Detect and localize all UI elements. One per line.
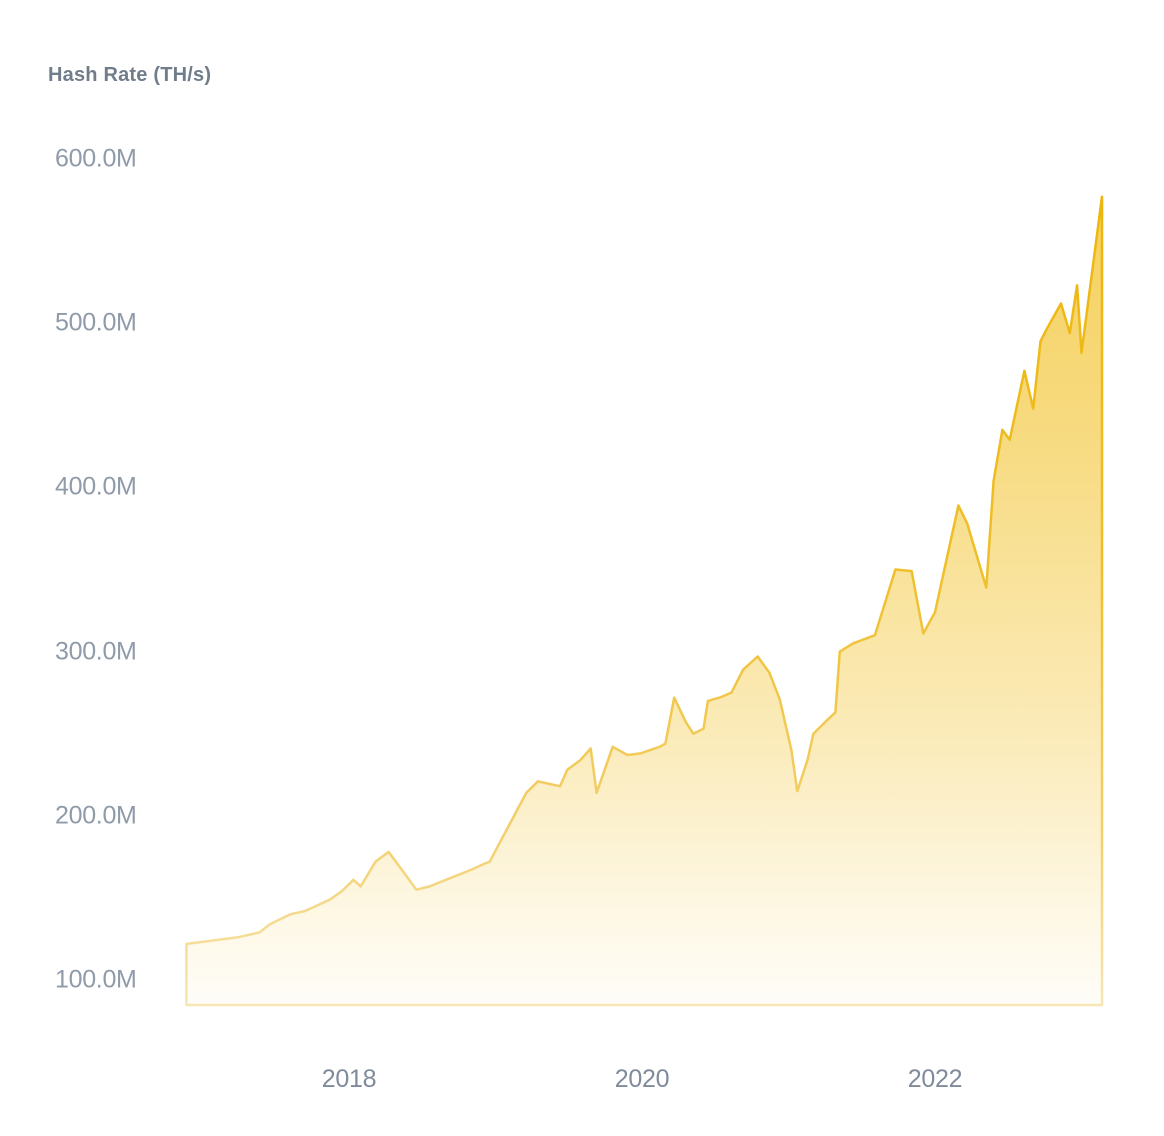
x-tick-label: 2022: [907, 1065, 963, 1093]
y-tick-label: 200.0M: [55, 801, 137, 830]
y-tick-label: 100.0M: [55, 965, 137, 994]
y-tick-label: 500.0M: [55, 308, 137, 337]
x-tick-label: 2020: [614, 1065, 670, 1093]
y-tick-label: 600.0M: [55, 144, 137, 173]
y-tick-label: 300.0M: [55, 637, 137, 666]
chart-title: Hash Rate (TH/s): [48, 64, 212, 86]
hash-rate-area-series: [185, 195, 1104, 1007]
y-tick-label: 400.0M: [55, 472, 137, 501]
x-tick-label: 2018: [321, 1065, 377, 1093]
